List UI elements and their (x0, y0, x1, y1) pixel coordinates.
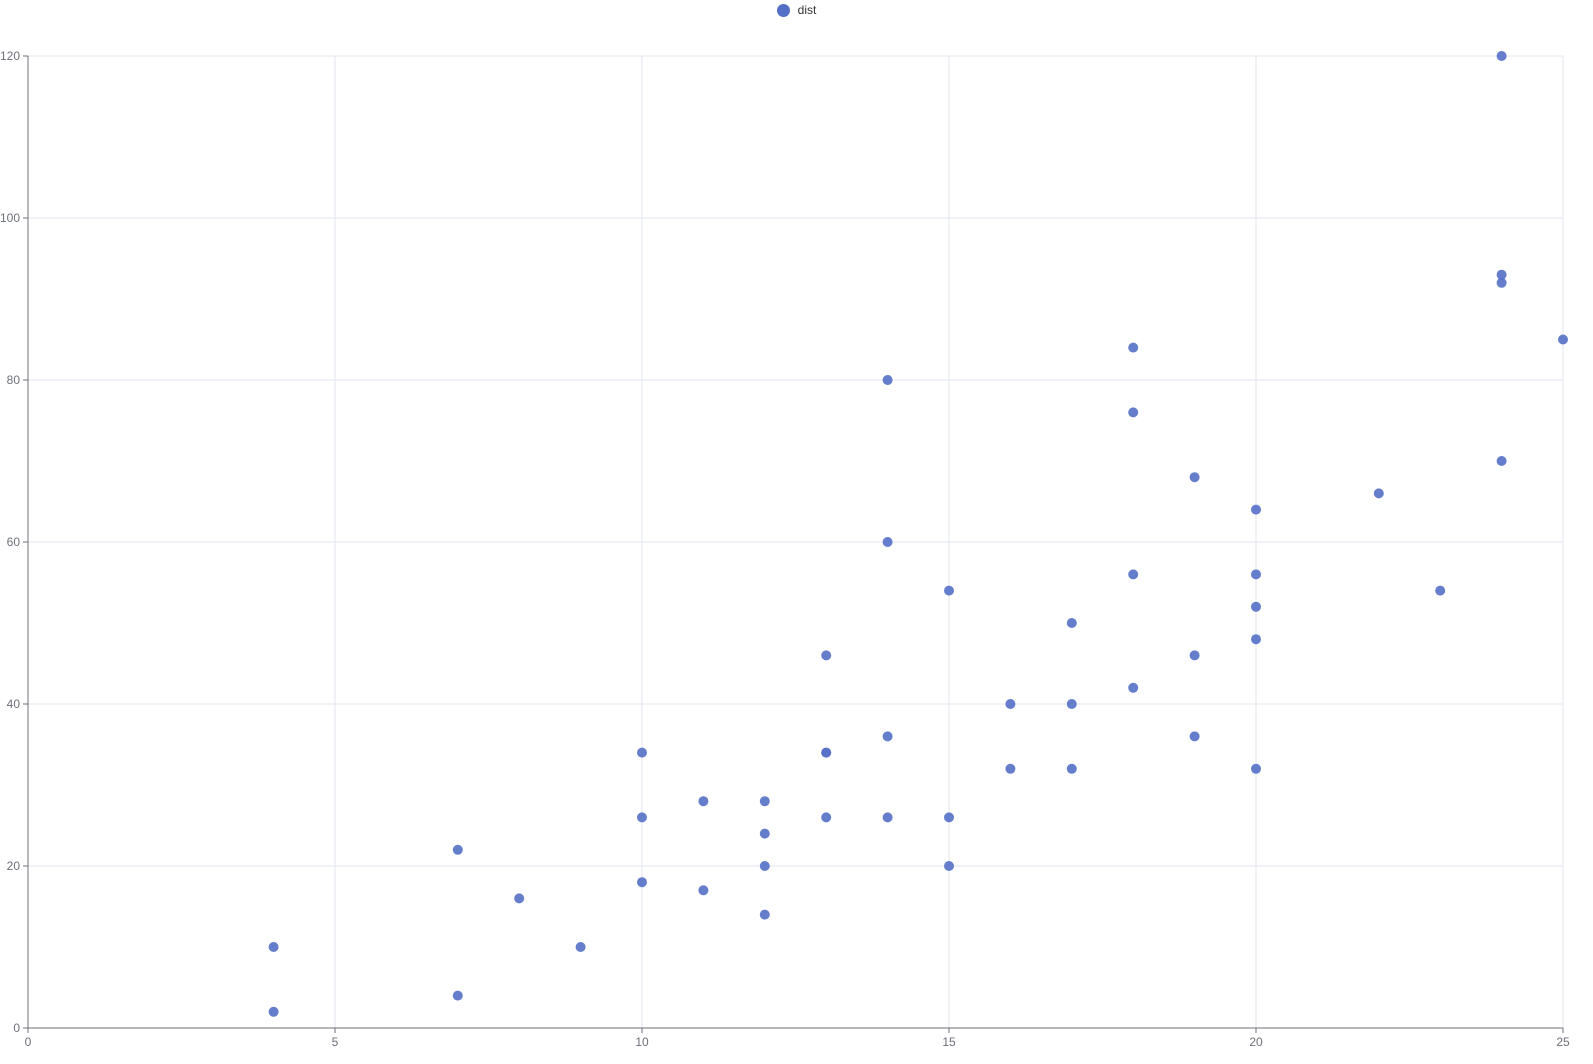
data-point[interactable] (1066, 618, 1077, 628)
y-tick-label: 120 (0, 49, 20, 63)
x-tick-label: 20 (1249, 1035, 1263, 1049)
data-point[interactable] (882, 537, 893, 547)
legend-circle-icon (776, 3, 790, 17)
data-point[interactable] (944, 861, 954, 871)
data-point[interactable] (1251, 601, 1261, 612)
x-tick-label: 0 (25, 1035, 32, 1049)
x-tick-label: 5 (332, 1035, 339, 1049)
data-point[interactable] (1066, 763, 1077, 774)
data-point[interactable] (1251, 634, 1261, 645)
data-point[interactable] (268, 1006, 279, 1017)
data-point[interactable] (1128, 569, 1139, 580)
y-tick-label: 0 (13, 1021, 20, 1035)
data-point[interactable] (1189, 472, 1200, 483)
data-point[interactable] (882, 812, 893, 823)
x-tick-label: 25 (1556, 1035, 1570, 1049)
data-point[interactable] (759, 828, 770, 839)
data-point[interactable] (1128, 407, 1139, 418)
data-point[interactable] (821, 747, 832, 758)
data-point[interactable] (514, 893, 525, 904)
data-point[interactable] (452, 844, 463, 855)
x-tick-label: 10 (635, 1035, 649, 1049)
data-point[interactable] (759, 861, 770, 871)
data-point[interactable] (268, 942, 279, 952)
data-point[interactable] (944, 812, 954, 823)
data-point[interactable] (882, 375, 893, 385)
data-point[interactable] (575, 942, 586, 952)
data-point[interactable] (1189, 650, 1200, 661)
data-point[interactable] (1558, 334, 1568, 345)
data-point[interactable] (759, 796, 770, 807)
data-point[interactable] (698, 885, 709, 896)
data-point[interactable] (698, 796, 709, 807)
data-point[interactable] (1128, 342, 1139, 353)
y-tick-label: 80 (7, 373, 21, 387)
data-point[interactable] (1251, 569, 1261, 580)
data-point[interactable] (821, 812, 832, 823)
x-tick-label: 15 (942, 1035, 956, 1049)
data-point[interactable] (637, 877, 647, 888)
data-point[interactable] (1066, 699, 1077, 709)
data-point[interactable] (1128, 682, 1139, 693)
data-point[interactable] (1496, 269, 1507, 280)
data-point[interactable] (1373, 488, 1384, 499)
data-point[interactable] (1251, 504, 1261, 515)
data-point[interactable] (944, 585, 954, 596)
data-point[interactable] (452, 990, 463, 1001)
legend-item-dist[interactable]: dist (775, 2, 819, 18)
data-point[interactable] (882, 731, 893, 742)
y-tick-label: 40 (7, 697, 21, 711)
data-point[interactable] (1435, 585, 1446, 596)
y-tick-label: 20 (7, 859, 21, 873)
legend: dist (0, 2, 1593, 18)
legend-label: dist (797, 3, 817, 17)
data-point[interactable] (1189, 731, 1200, 742)
data-point[interactable] (759, 909, 770, 920)
data-point[interactable] (1496, 456, 1507, 466)
data-point[interactable] (1251, 763, 1261, 774)
data-point[interactable] (637, 812, 647, 823)
data-point[interactable] (1005, 699, 1016, 709)
data-point[interactable] (1496, 277, 1507, 288)
data-point[interactable] (1005, 763, 1016, 774)
data-point[interactable] (821, 650, 832, 661)
data-point[interactable] (1496, 51, 1507, 61)
data-point[interactable] (637, 747, 647, 758)
y-tick-label: 60 (7, 535, 21, 549)
y-tick-label: 100 (0, 211, 20, 225)
